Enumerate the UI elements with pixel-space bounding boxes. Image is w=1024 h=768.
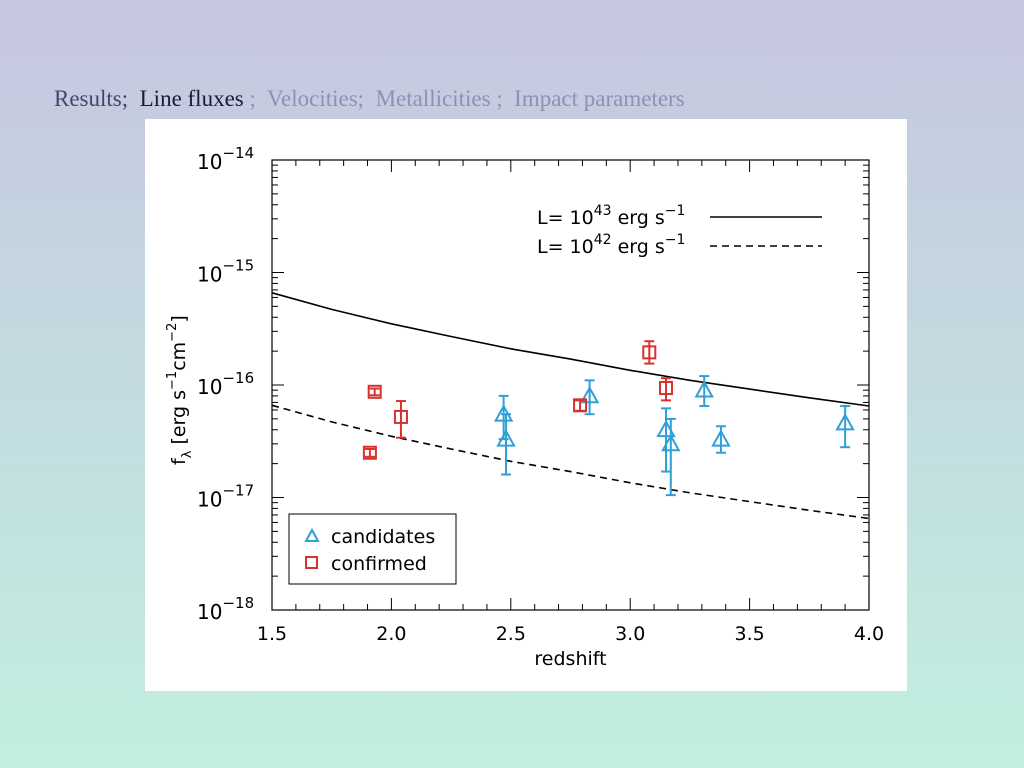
y-tick-label: 10−15 xyxy=(197,257,254,287)
y-tick-label: 10−16 xyxy=(197,369,254,399)
nav-impact-parameters-link[interactable]: Impact parameters xyxy=(514,86,685,111)
candidates-point xyxy=(493,394,514,441)
x-tick-label: 1.5 xyxy=(257,623,287,645)
confirmed-marker xyxy=(362,445,377,460)
candidates-point xyxy=(711,425,731,454)
x-axis-label: redshift xyxy=(534,648,606,670)
legend-triangle-icon xyxy=(304,527,320,542)
nav-line-fluxes-link[interactable]: Line fluxes xyxy=(139,86,244,111)
x-tick-label: 3.0 xyxy=(615,623,645,645)
x-tick-label: 2.5 xyxy=(496,623,526,645)
confirmed-point xyxy=(659,377,674,402)
series-legend-entry-candidates: candidates xyxy=(304,526,435,548)
y-tick-label: 10−17 xyxy=(197,482,254,512)
curve-legend-label-43: L= 1043 erg s−1 xyxy=(537,203,685,229)
confirmed-point xyxy=(573,398,588,413)
y-axis-label: fλ [erg s−1cm−2] xyxy=(165,315,195,465)
y-tick-label: 10−18 xyxy=(197,594,254,624)
nav-velocities-link[interactable]: Velocities; xyxy=(266,86,365,111)
series-legend-entry-confirmed: confirmed xyxy=(305,553,427,575)
candidates-marker xyxy=(496,429,516,447)
confirmed-point xyxy=(642,340,657,365)
line-flux-chart: 1.5 2.0 2.5 3.0 3.5 4.0 10−18 10−17 10−16 10−15 10… xyxy=(165,144,884,670)
candidates-point xyxy=(496,413,516,476)
section-navigation: Results; Line fluxes ; Velocities; Metal… xyxy=(54,86,685,112)
nav-metallicities-link[interactable]: Metallicities ; xyxy=(375,86,503,111)
candidates-marker xyxy=(579,385,600,404)
candidates-marker xyxy=(711,429,731,447)
confirmed-marker xyxy=(367,384,382,399)
confirmed-marker xyxy=(393,409,408,424)
luminosity-curve-43 xyxy=(271,292,870,407)
x-tick-label: 2.0 xyxy=(376,623,406,645)
chart-panel: 1.5 2.0 2.5 3.0 3.5 4.0 10−18 10−17 10−16 10−15 10… xyxy=(145,119,907,691)
candidates-marker xyxy=(835,412,855,431)
candidates-point xyxy=(835,405,855,449)
luminosity-curve-42 xyxy=(271,404,870,520)
candidates-marker xyxy=(694,380,714,398)
x-tick-label: 4.0 xyxy=(854,623,884,645)
series-legend-box xyxy=(288,513,457,585)
curve-legend-label-42: L= 1042 erg s−1 xyxy=(537,232,685,258)
candidates-marker xyxy=(661,433,681,452)
legend-square-icon xyxy=(305,556,318,569)
confirmed-point xyxy=(393,400,408,439)
confirmed-marker xyxy=(659,381,674,396)
nav-separator: ; xyxy=(249,86,256,111)
series-legend-label: candidates xyxy=(331,526,435,548)
nav-results-link[interactable]: Results; xyxy=(54,86,129,111)
candidates-point xyxy=(661,417,681,497)
y-tick-label: 10−14 xyxy=(197,144,254,174)
confirmed-marker xyxy=(642,345,657,360)
confirmed-point xyxy=(367,384,382,399)
series-legend-label: confirmed xyxy=(331,553,427,575)
confirmed-point xyxy=(362,445,377,460)
candidates-point xyxy=(694,375,714,408)
confirmed-marker xyxy=(573,398,588,413)
x-tick-label: 3.5 xyxy=(734,623,764,645)
candidates-point xyxy=(579,379,600,416)
